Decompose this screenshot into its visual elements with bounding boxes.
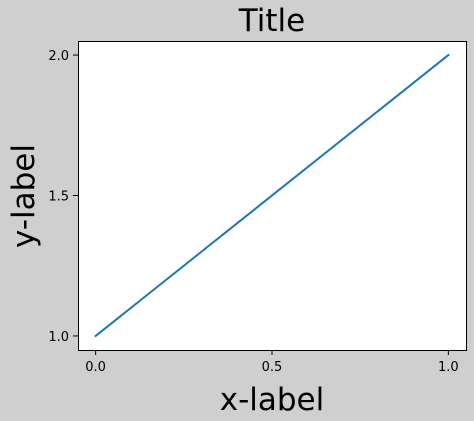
y-tick-label: 1.0	[48, 330, 69, 345]
series-layer	[94, 53, 450, 338]
y-tick-label: 2.0	[48, 49, 69, 64]
y-axis-ticks: 1.0 1.5 2.0	[48, 49, 78, 345]
x-axis-label: x-label	[220, 382, 325, 418]
x-axis-ticks: 0.0 0.5 1.0	[85, 350, 459, 375]
x-tick-label: 0.5	[262, 360, 283, 375]
series-line	[94, 53, 450, 338]
x-tick-label: 0.0	[85, 360, 106, 375]
y-axis-label: y-label	[6, 144, 42, 248]
y-tick-label: 1.5	[48, 190, 69, 205]
chart-title: Title	[238, 3, 305, 39]
x-tick-label: 1.0	[438, 360, 459, 375]
